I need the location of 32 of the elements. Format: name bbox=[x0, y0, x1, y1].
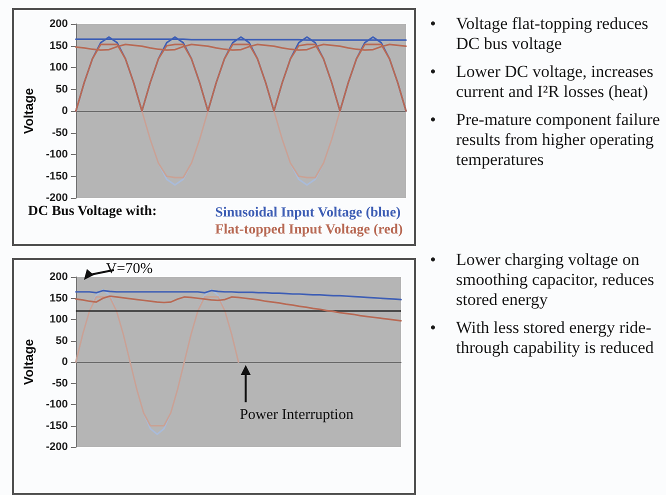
x-axis-title: DC Bus Voltage with: bbox=[28, 204, 157, 220]
text: • Voltage flat-topping reduces DC bus voltage bbox=[430, 14, 650, 54]
y-tick-label: -150 bbox=[46, 420, 68, 432]
y-tick-label: -100 bbox=[46, 398, 68, 410]
y-tick-label: 0 bbox=[62, 356, 68, 368]
y-tick-label: -200 bbox=[46, 192, 68, 204]
text: • With less stored energy ride-through capability is reduced bbox=[430, 318, 655, 358]
y-tick-label: -150 bbox=[46, 170, 68, 182]
y-tick-label: 150 bbox=[50, 40, 68, 52]
text: • Pre-mature component failure results from higher operating temperatures bbox=[430, 110, 661, 170]
text: • Lower charging voltage on smoothing capacitor, reduces stored energy bbox=[430, 250, 656, 310]
annotation: Power Interruption bbox=[240, 407, 354, 424]
y-axis-title: Voltage bbox=[21, 88, 36, 134]
y-tick-label: 0 bbox=[62, 105, 68, 117]
y-tick-label: -50 bbox=[52, 126, 68, 139]
y-tick-label: 100 bbox=[50, 62, 68, 74]
y-tick-label: 200 bbox=[50, 271, 68, 283]
line-series bbox=[75, 295, 402, 322]
text: Sinusoidal Input Voltage (blue) bbox=[215, 206, 402, 220]
text: V=70% bbox=[106, 261, 153, 278]
y-tick-label: -100 bbox=[46, 148, 68, 160]
y-tick-label: 200 bbox=[50, 18, 68, 30]
y-tick-label: -50 bbox=[52, 377, 68, 390]
y-tick-label: 100 bbox=[50, 314, 68, 326]
text: Flat-topped Input Voltage (red) bbox=[215, 222, 404, 238]
y-axis-title: Voltage bbox=[21, 339, 36, 385]
line-series bbox=[75, 290, 402, 300]
y-tick-label: 50 bbox=[56, 83, 68, 96]
y-tick-label: 150 bbox=[50, 292, 68, 304]
y-tick-label: -200 bbox=[46, 441, 68, 453]
y-tick-label: 50 bbox=[56, 334, 68, 347]
text: • Lower DC voltage, increases current and I²R losses (heat) bbox=[430, 62, 654, 102]
